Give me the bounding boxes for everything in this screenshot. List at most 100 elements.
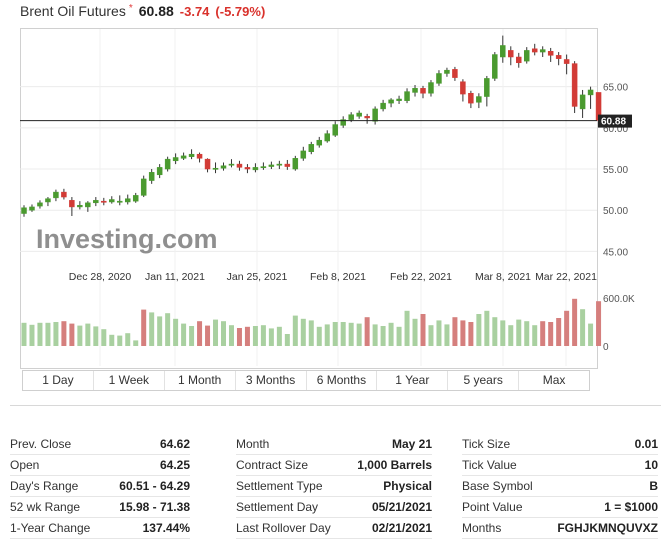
grid-lines (20, 29, 597, 366)
stat-value: 60.51 - 64.29 (119, 479, 190, 493)
delayed-indicator-icon: * (128, 3, 133, 14)
chart-canvas[interactable]: Investing.com 65.00 60.00 55.00 50.00 45.00 D… (0, 0, 666, 400)
stat-label: Tick Size (462, 437, 511, 451)
volume-bar (420, 314, 426, 346)
y-tick-label: 50.00 (603, 206, 628, 217)
volume-bar (37, 322, 43, 346)
volume-bar (189, 326, 195, 346)
candle-up (348, 114, 354, 120)
candle-up (587, 89, 594, 96)
candle-up (476, 96, 482, 103)
candle-up (85, 202, 91, 208)
volume-bar (101, 329, 107, 346)
volume-bar (260, 325, 266, 346)
volume-bar (133, 340, 139, 346)
volume-tick-label: 600.0K (603, 294, 635, 305)
range-3-months[interactable]: 3 Months (236, 371, 307, 390)
volume-bar (308, 320, 314, 346)
candle-down (516, 56, 522, 64)
stat-value: B (649, 479, 658, 493)
candle-up (29, 206, 35, 211)
x-tick-label: Dec 28, 2020 (69, 271, 132, 283)
volume-bar (540, 321, 546, 346)
range-1-day[interactable]: 1 Day (23, 371, 94, 390)
candle-down (460, 81, 466, 95)
volume-bar (61, 321, 67, 346)
volume-bar (252, 326, 258, 346)
candle-up (492, 54, 498, 79)
instrument-name: Brent Oil Futures (20, 3, 126, 19)
price-change: -3.74 (179, 4, 210, 19)
candle-up (436, 73, 442, 84)
price-chart[interactable]: Investing.com 65.00 60.00 55.00 50.00 45.00 D… (0, 0, 666, 400)
candle-up (268, 164, 275, 167)
candle-up (396, 98, 402, 101)
volume-bar (372, 324, 378, 346)
volume-bar (476, 314, 482, 346)
volume-bar (157, 316, 163, 346)
candle-up (579, 94, 586, 110)
candle-up (21, 207, 27, 214)
volume-bar (69, 323, 75, 346)
x-tick-label: Jan 25, 2021 (227, 271, 288, 283)
range-6-months[interactable]: 6 Months (307, 371, 378, 390)
stat-row: 52 wk Range 15.98 - 71.38 (10, 497, 190, 518)
candle-up (500, 45, 506, 58)
candle-up (53, 191, 59, 199)
stat-label: Last Rollover Day (236, 521, 331, 535)
volume-bar (125, 333, 131, 346)
volume-bar (460, 320, 466, 346)
stat-value: 10 (644, 458, 658, 472)
y-tick-label: 45.00 (603, 247, 628, 258)
range-1-week[interactable]: 1 Week (94, 371, 165, 390)
volume-bar (428, 325, 434, 346)
range-1-year[interactable]: 1 Year (377, 371, 449, 390)
stat-value: 0.01 (634, 437, 658, 451)
current-price-tag (598, 114, 632, 128)
candle-down (196, 153, 203, 159)
candle-up (124, 198, 131, 203)
candle-up (117, 200, 123, 203)
stats-column-3: Tick Size 0.01 Tick Value 10 Base Symbol B … (462, 434, 658, 539)
volume-bar (53, 322, 59, 346)
volume-bar (588, 323, 594, 346)
stat-value: 15.98 - 71.38 (119, 500, 190, 514)
volume-bar (284, 334, 290, 346)
volume-bar (396, 326, 402, 346)
stat-label: 1-Year Change (10, 521, 91, 535)
volume-bar (221, 321, 226, 346)
stat-label: Contract Size (236, 458, 309, 472)
axis-labels: 65.00 60.00 55.00 50.00 45.00 Dec 28, 2020 Jan… (69, 83, 635, 353)
volume-bar (93, 326, 99, 346)
stat-row: Prev. Close 64.62 (10, 434, 190, 455)
volume-bar (548, 322, 554, 346)
candle-down (547, 50, 554, 56)
volume-bar (556, 318, 562, 346)
volume-bar (85, 323, 91, 346)
candle-down (284, 163, 291, 167)
volume-bar (484, 310, 490, 346)
volume-bar (468, 322, 474, 346)
candle-up (300, 150, 307, 159)
stat-label: Settlement Type (236, 479, 323, 493)
volume-bar (181, 323, 187, 346)
stat-label: Months (462, 521, 502, 535)
candle-up (484, 78, 490, 97)
stat-row: Day's Range 60.51 - 64.29 (10, 476, 190, 497)
time-range-selector: 1 Day 1 Week 1 Month 3 Months 6 Months 1… (22, 370, 590, 391)
volume-bar (29, 324, 35, 346)
volume-bar (364, 317, 370, 346)
volume-bar (332, 322, 338, 346)
stat-row: Settlement Day 05/21/2021 (236, 497, 432, 518)
range-5-years[interactable]: 5 years (448, 371, 520, 390)
range-1-month[interactable]: 1 Month (165, 371, 236, 390)
candle-up (212, 167, 219, 170)
stat-row: Point Value 1 = $1000 (462, 497, 658, 518)
candle-down (364, 116, 370, 119)
volume-bar (236, 328, 242, 346)
candle-up (372, 108, 378, 122)
x-tick-label: Mar 8, 2021 (475, 271, 531, 283)
range-max[interactable]: Max (542, 373, 566, 387)
x-tick-label: Mar 22, 2021 (535, 271, 597, 283)
candle-up (380, 102, 386, 110)
